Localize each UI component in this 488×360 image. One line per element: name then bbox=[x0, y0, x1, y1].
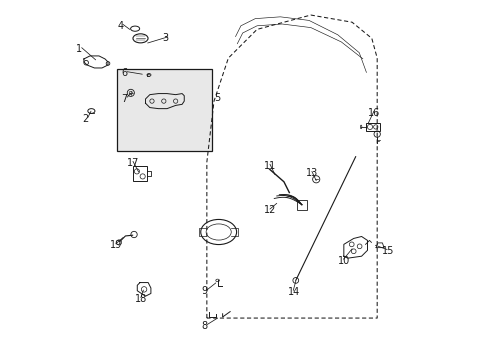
Text: 11: 11 bbox=[264, 161, 276, 171]
Text: 4: 4 bbox=[117, 21, 123, 31]
Text: 12: 12 bbox=[264, 206, 276, 216]
Text: 13: 13 bbox=[305, 168, 318, 178]
Text: 1: 1 bbox=[76, 44, 82, 54]
Bar bbox=[132, 166, 147, 181]
Text: 5: 5 bbox=[214, 93, 220, 103]
Bar bbox=[117, 69, 212, 151]
Bar bbox=[365, 123, 379, 131]
Text: 18: 18 bbox=[135, 294, 147, 304]
Text: 3: 3 bbox=[162, 33, 168, 43]
Text: 16: 16 bbox=[367, 108, 380, 118]
Text: 9: 9 bbox=[201, 286, 207, 296]
Text: 2: 2 bbox=[82, 114, 88, 124]
Text: 7: 7 bbox=[121, 94, 127, 104]
Text: 19: 19 bbox=[110, 240, 122, 250]
Text: 15: 15 bbox=[381, 246, 393, 256]
Text: 17: 17 bbox=[127, 158, 139, 168]
Text: 6: 6 bbox=[121, 68, 127, 78]
Bar bbox=[296, 200, 306, 210]
Text: 10: 10 bbox=[337, 256, 349, 266]
Text: 14: 14 bbox=[287, 287, 299, 297]
Text: 8: 8 bbox=[201, 321, 207, 331]
